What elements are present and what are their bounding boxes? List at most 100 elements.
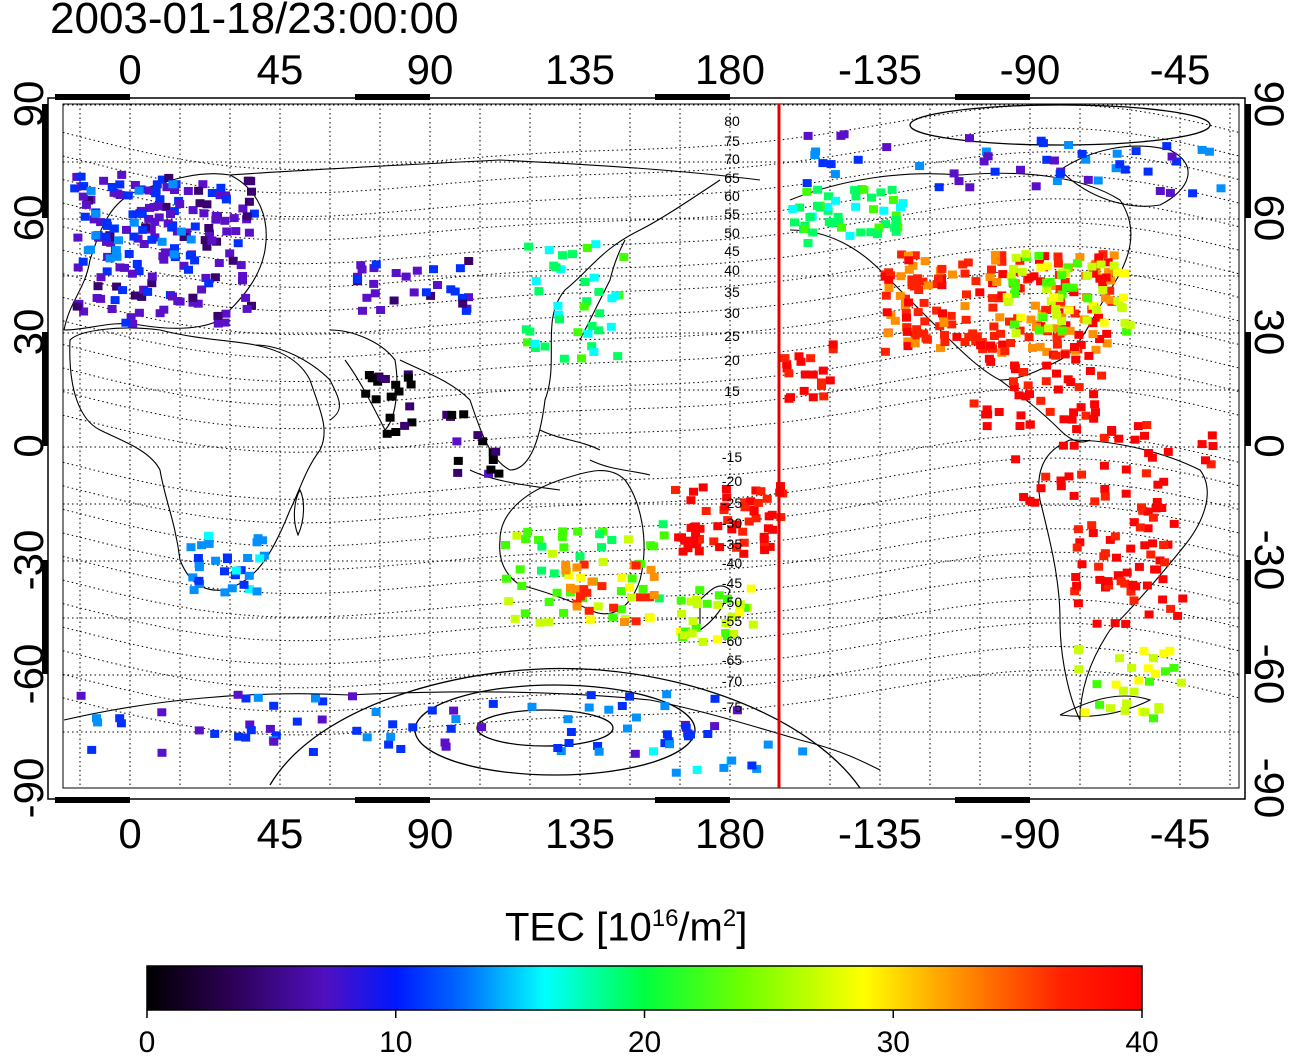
tec-cell — [451, 715, 461, 724]
tec-cell — [453, 468, 463, 477]
tec-cell — [227, 584, 237, 593]
tec-cell — [1148, 539, 1158, 548]
tec-cell — [698, 637, 708, 646]
tec-cell — [459, 410, 469, 419]
tec-cell — [308, 748, 318, 756]
tec-cell — [99, 176, 109, 185]
tec-cell — [620, 618, 629, 626]
top-axis-label: -45 — [1150, 46, 1211, 93]
tec-cell — [1134, 676, 1144, 685]
tec-cell — [179, 233, 189, 241]
tec-cell — [1066, 378, 1076, 387]
tec-cell — [520, 609, 530, 618]
left-axis-label: -60 — [5, 644, 52, 705]
tec-cell — [1103, 258, 1113, 267]
tec-cell — [1140, 541, 1150, 550]
tec-cell — [371, 395, 381, 404]
coast-africa — [69, 327, 325, 591]
contour-label: 40 — [724, 262, 740, 278]
tec-cell — [1084, 351, 1094, 360]
tec-cell — [952, 332, 962, 341]
tec-cell — [1165, 188, 1175, 197]
tec-cell — [1064, 141, 1074, 149]
tec-cell — [902, 313, 911, 322]
tec-cell — [132, 259, 142, 268]
tec-cell — [553, 301, 563, 310]
tec-cell — [1010, 361, 1020, 370]
tec-cell — [834, 218, 844, 226]
tec-cell — [1082, 316, 1092, 325]
tec-cell — [692, 600, 702, 609]
tec-cell — [586, 691, 596, 700]
tec-cell — [719, 763, 729, 772]
tec-cell — [677, 533, 686, 542]
tec-cell — [159, 255, 169, 264]
tec-cell — [1150, 669, 1160, 678]
tec-cell — [388, 720, 398, 729]
axis-bar-left — [42, 332, 48, 446]
contour-label: -30 — [722, 515, 742, 531]
tec-cell — [1169, 519, 1179, 528]
tec-cell — [573, 527, 583, 536]
tec-cell — [151, 189, 161, 198]
tec-cell — [749, 507, 759, 516]
tec-cell — [241, 293, 251, 302]
tec-cell — [1121, 465, 1131, 474]
tec-cell — [1142, 421, 1152, 429]
tec-cell — [1151, 504, 1161, 513]
tec-cell — [1052, 310, 1062, 319]
tec-cell — [549, 569, 559, 578]
tec-cell — [1143, 524, 1153, 533]
tec-cell — [170, 186, 179, 194]
right-axis-label: 60 — [1246, 195, 1292, 242]
tec-cell — [554, 310, 564, 319]
tec-cell — [87, 745, 97, 754]
tec-cell — [1088, 319, 1098, 328]
tec-cell — [1158, 595, 1168, 604]
tec-cell — [932, 306, 942, 315]
tec-cell — [1034, 252, 1044, 260]
tec-cell — [144, 186, 154, 195]
tec-cell — [501, 541, 511, 549]
tec-cell — [649, 747, 658, 756]
tec-cell — [211, 556, 221, 565]
contour-label: 55 — [724, 206, 740, 222]
tec-cell — [210, 273, 220, 282]
tec-cell — [1060, 350, 1070, 359]
tec-cell — [751, 514, 761, 523]
tec-cell — [1075, 253, 1085, 262]
tec-cell — [169, 250, 179, 259]
tec-cell — [1070, 587, 1080, 596]
tec-cell — [534, 287, 544, 296]
tec-cell — [384, 740, 394, 749]
tec-cell — [249, 209, 259, 218]
tec-cell — [1070, 343, 1079, 351]
tec-cell — [222, 227, 232, 236]
tec-cell — [1008, 377, 1018, 386]
tec-cell — [1060, 277, 1070, 286]
tec-cell — [523, 527, 533, 536]
tec-cell — [157, 175, 167, 184]
tec-cell — [1131, 147, 1141, 156]
tec-cell — [239, 580, 249, 589]
axis-bars — [42, 94, 1251, 803]
tec-cell — [1057, 317, 1066, 326]
tec-cell — [828, 345, 838, 354]
tec-cell — [1067, 415, 1077, 424]
tec-cell — [1130, 435, 1140, 444]
tec-cell — [994, 408, 1004, 416]
right-axis-label: 30 — [1246, 309, 1292, 356]
tec-cell — [896, 272, 906, 281]
tec-cell — [1081, 411, 1091, 420]
tec-cell — [794, 352, 804, 361]
tec-cell — [1100, 294, 1110, 303]
left-axis-label: 90 — [5, 81, 52, 128]
tec-cell — [123, 191, 133, 200]
tec-cell — [887, 185, 897, 194]
tec-cell — [1043, 262, 1052, 271]
tec-cell — [1093, 176, 1103, 185]
tec-cell — [645, 614, 655, 623]
tec-cell — [1017, 267, 1027, 276]
tec-cell — [389, 296, 399, 305]
tec-cell — [587, 577, 597, 586]
